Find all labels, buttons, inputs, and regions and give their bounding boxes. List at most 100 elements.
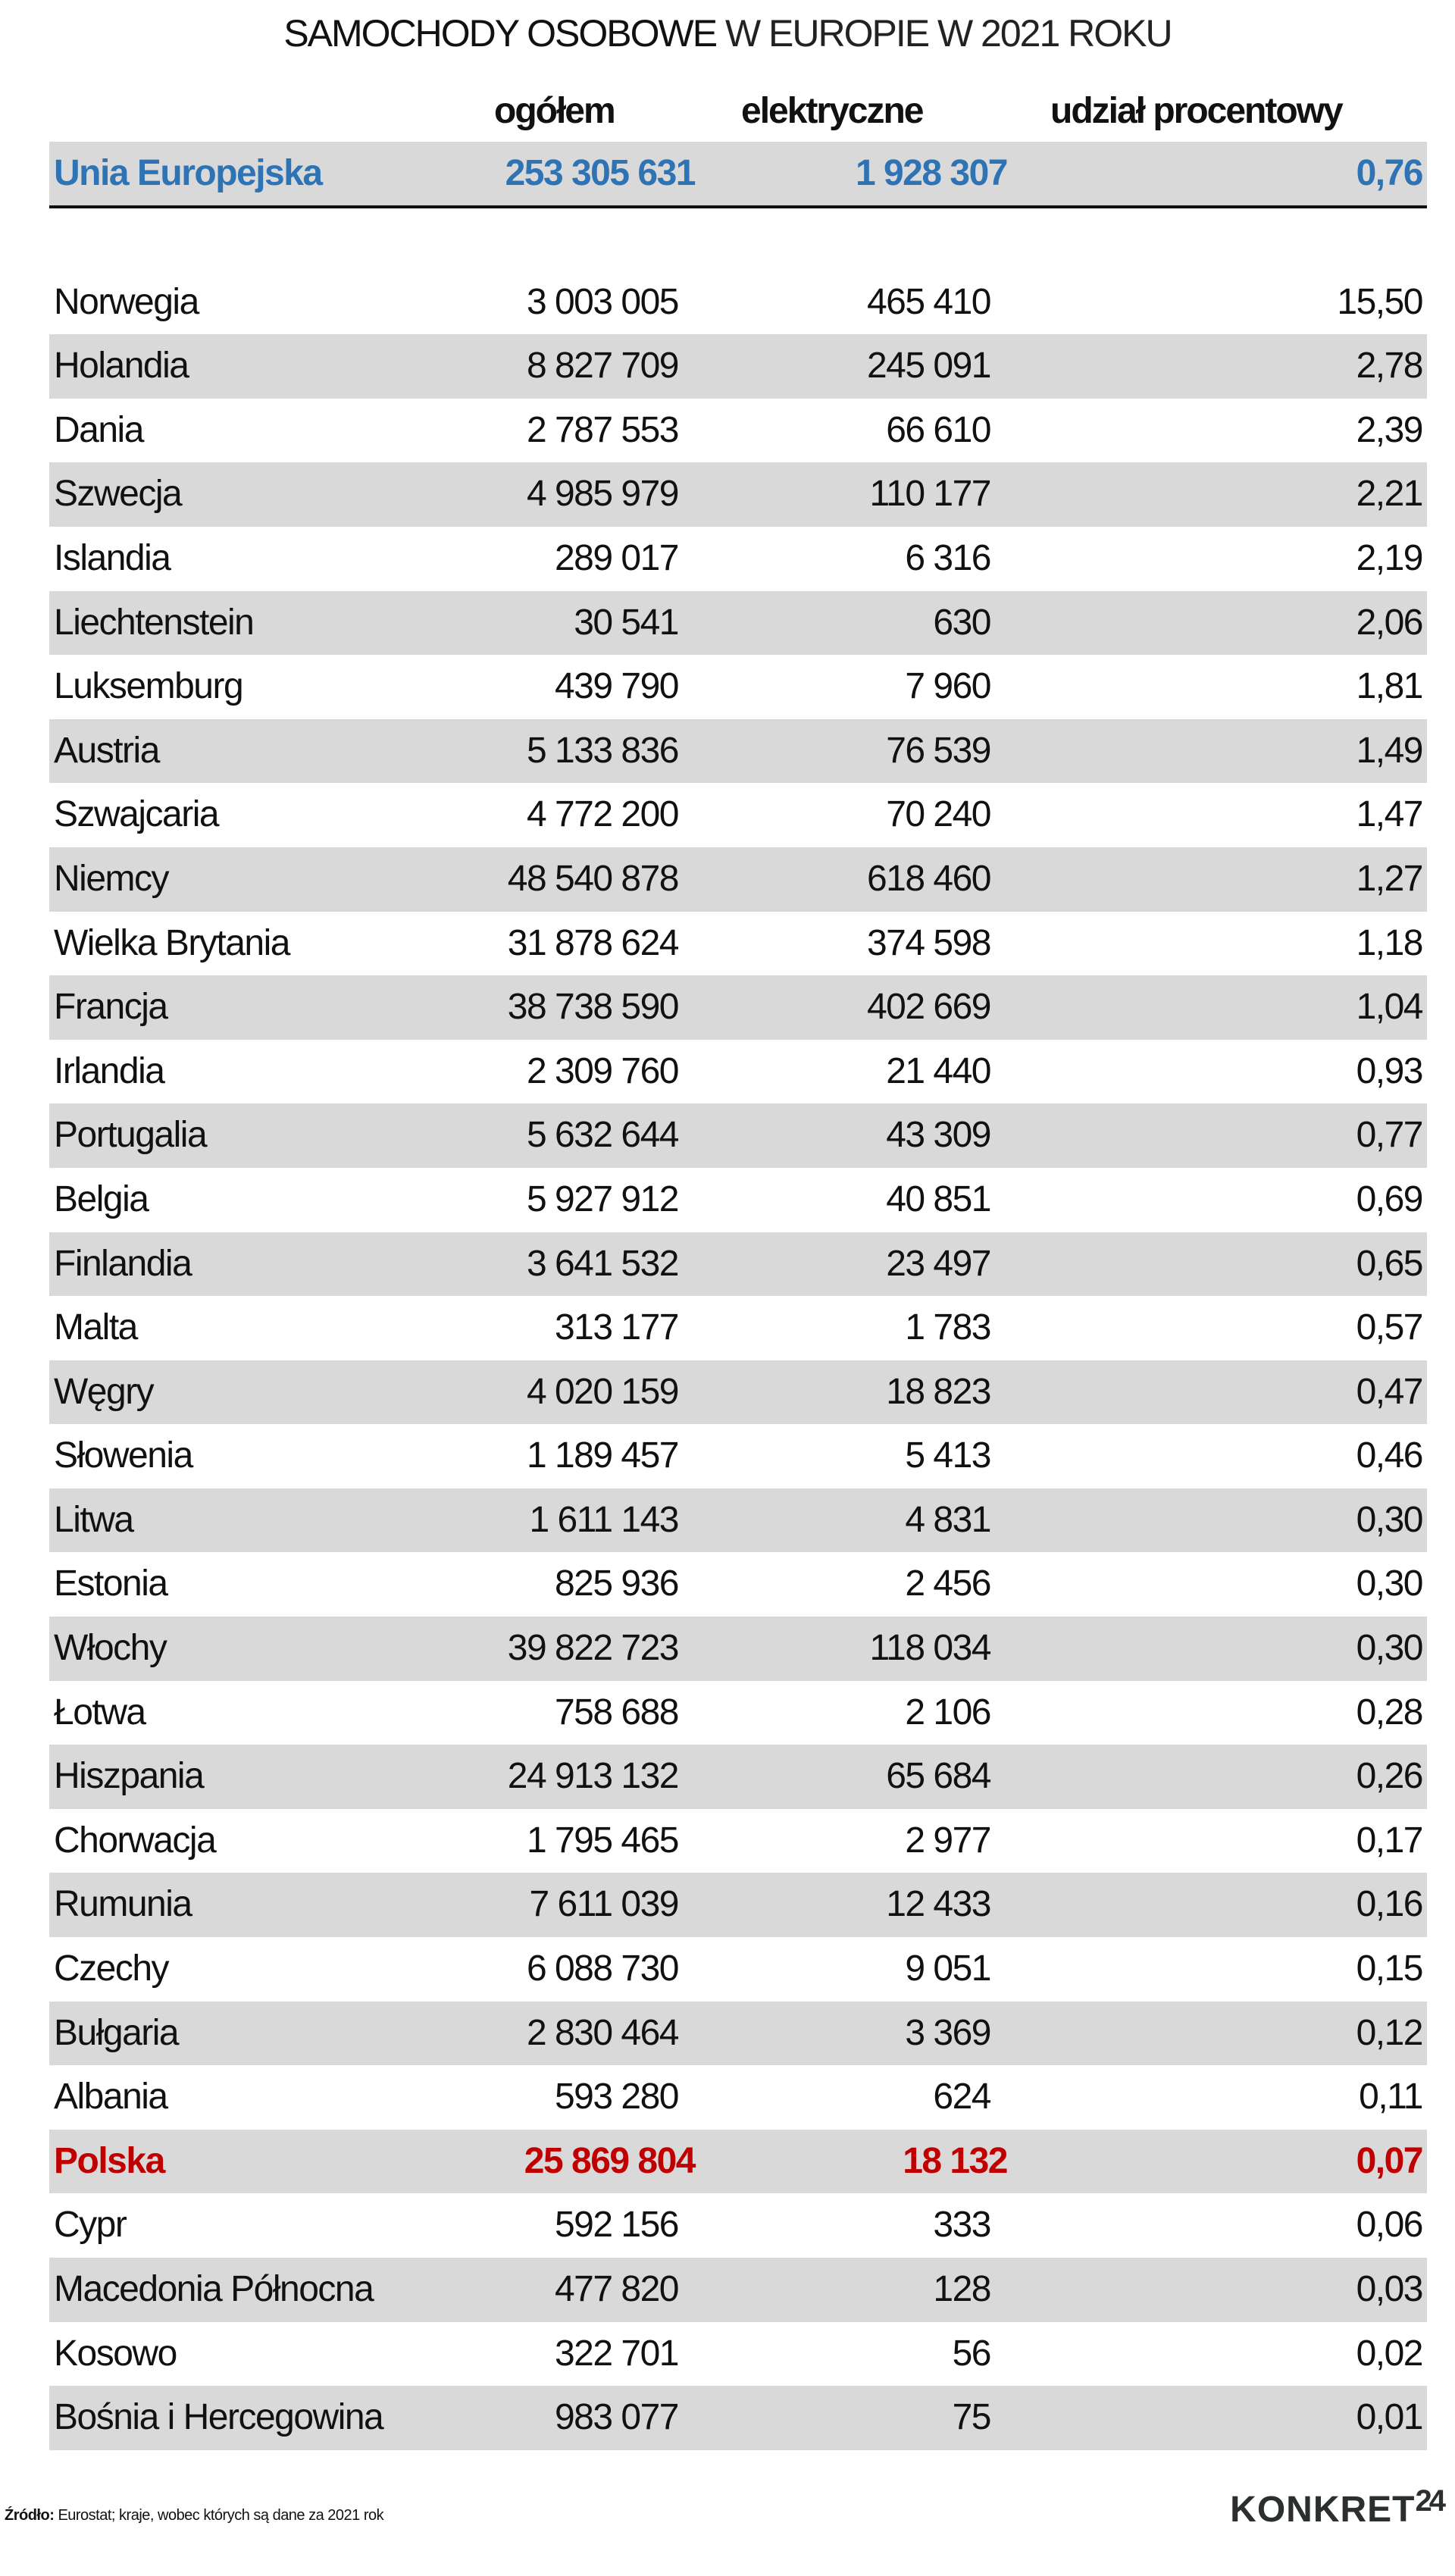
country-name: Niemcy (54, 858, 170, 899)
share-percent: 0,69 (1356, 1178, 1424, 1219)
share-percent: 0,30 (1356, 1563, 1424, 1604)
share-percent: 1,27 (1356, 858, 1424, 899)
table-row: Litwa 1 611 143 4 831 0,30 (49, 1488, 1427, 1553)
electric-cars: 2 977 (905, 1820, 991, 1861)
table-row: Polska 25 869 804 18 132 0,07 (49, 2129, 1427, 2194)
table-row: Słowenia 1 189 457 5 413 0,46 (49, 1424, 1427, 1488)
country-name: Kosowo (54, 2333, 177, 2374)
country-name: Austria (54, 730, 160, 771)
table-row: Chorwacja 1 795 465 2 977 0,17 (49, 1809, 1427, 1873)
share-percent: 2,39 (1356, 409, 1424, 450)
country-name: Łotwa (54, 1692, 146, 1732)
country-name: Szwecja (54, 474, 183, 515)
total-cars: 2 787 553 (526, 409, 680, 450)
table-row: Belgia 5 927 912 40 851 0,69 (49, 1168, 1427, 1232)
total-cars: 8 827 709 (526, 346, 680, 387)
share-percent: 0,47 (1356, 1371, 1424, 1412)
total-cars: 5 632 644 (526, 1115, 680, 1156)
country-name: Norwegia (54, 281, 199, 322)
country-name: Macedonia Północna (54, 2269, 374, 2309)
total-cars: 439 790 (554, 666, 680, 707)
country-name: Szwajcaria (54, 794, 220, 835)
electric-cars: 618 460 (866, 858, 992, 899)
total-cars: 7 611 039 (529, 1884, 680, 1925)
country-name: Słowenia (54, 1435, 193, 1476)
table-row: Austria 5 133 836 76 539 1,49 (49, 718, 1427, 784)
table-row: Czechy 6 088 730 9 051 0,15 (49, 1937, 1427, 2002)
total-cars: 39 822 723 (507, 1628, 680, 1669)
share-percent: 1,81 (1356, 666, 1424, 707)
electric-cars: 6 316 (905, 537, 991, 578)
share-percent: 0,26 (1356, 1756, 1424, 1797)
country-name: Finlandia (54, 1243, 192, 1284)
total-cars: 253 305 631 (505, 153, 696, 193)
total-cars: 48 540 878 (507, 858, 680, 899)
country-rows: Norwegia 3 003 005 465 410 15,50 Holandia 8 8… (49, 271, 1427, 2450)
share-percent: 1,18 (1356, 922, 1424, 963)
electric-cars: 12 433 (886, 1884, 991, 1925)
country-name: Malta (54, 1307, 138, 1348)
electric-cars: 75 (952, 2397, 992, 2438)
source-text: Eurostat; kraje, wobec których są dane z… (58, 2507, 384, 2524)
country-name: Irlandia (54, 1050, 165, 1091)
konkret24-logo: KONKRET24 (1230, 2484, 1446, 2531)
country-name: Holandia (54, 346, 189, 387)
table-row: Szwajcaria 4 772 200 70 240 1,47 (49, 783, 1427, 847)
table-row: Francja 38 738 590 402 669 1,04 (49, 975, 1427, 1040)
table-row: Irlandia 2 309 760 21 440 0,93 (49, 1040, 1427, 1104)
electric-cars: 5 413 (905, 1435, 991, 1476)
electric-cars: 1 783 (905, 1307, 991, 1348)
country-name: Unia Europejska (54, 153, 323, 193)
share-percent: 0,01 (1356, 2397, 1424, 2438)
share-percent: 0,30 (1356, 1499, 1424, 1540)
total-cars: 1 795 465 (526, 1820, 680, 1861)
electric-cars: 7 960 (905, 666, 991, 707)
share-percent: 0,16 (1356, 1884, 1424, 1925)
table-row: Islandia 289 017 6 316 2,19 (49, 527, 1427, 591)
page-title: SAMOCHODY OSOBOWE W EUROPIE W 2021 ROKU (0, 9, 1455, 58)
electric-cars: 624 (933, 2077, 991, 2117)
electric-cars: 4 831 (905, 1499, 991, 1540)
total-cars: 30 541 (574, 602, 679, 643)
electric-cars: 402 669 (866, 987, 992, 1028)
table-row: Holandia 8 827 709 245 091 2,78 (49, 334, 1427, 399)
share-percent: 0,11 (1359, 2077, 1423, 2117)
share-percent: 1,47 (1356, 794, 1424, 835)
total-cars: 3 003 005 (526, 281, 680, 322)
electric-cars: 465 410 (866, 281, 992, 322)
total-cars: 25 869 804 (524, 2140, 696, 2181)
total-cars: 1 189 457 (526, 1435, 680, 1476)
country-name: Dania (54, 409, 144, 450)
country-name: Rumunia (54, 1884, 192, 1925)
share-percent: 2,78 (1356, 346, 1424, 387)
electric-cars: 40 851 (886, 1178, 991, 1219)
table-row: Liechtenstein 30 541 630 2,06 (49, 590, 1427, 656)
share-percent: 0,46 (1356, 1435, 1424, 1476)
electric-cars: 18 823 (886, 1371, 991, 1412)
share-percent: 0,93 (1356, 1050, 1424, 1091)
country-name: Czechy (54, 1948, 170, 1989)
column-header-share: udział procentowy (1050, 91, 1344, 131)
total-cars: 1 611 143 (529, 1499, 680, 1540)
table-row: Niemcy 48 540 878 618 460 1,27 (49, 847, 1427, 912)
total-cars: 5 133 836 (526, 730, 680, 771)
country-name: Bośnia i Hercegowina (54, 2397, 384, 2438)
electric-cars: 21 440 (886, 1050, 991, 1091)
total-cars: 4 772 200 (526, 794, 680, 835)
total-cars: 2 830 464 (526, 2012, 680, 2053)
share-percent: 1,04 (1356, 987, 1424, 1028)
country-name: Cypr (54, 2205, 127, 2246)
table-row: Estonia 825 936 2 456 0,30 (49, 1552, 1427, 1617)
table-row: Rumunia 7 611 039 12 433 0,16 (49, 1873, 1427, 1938)
electric-cars: 333 (933, 2205, 991, 2246)
electric-cars: 2 106 (905, 1692, 991, 1732)
eu-divider (49, 205, 1427, 208)
total-cars: 4 985 979 (526, 474, 680, 515)
data-table: Unia Europejska 253 305 631 1 928 307 0,… (49, 142, 1427, 2450)
share-percent: 0,15 (1356, 1948, 1424, 1989)
total-cars: 24 913 132 (507, 1756, 680, 1797)
share-percent: 0,17 (1356, 1820, 1424, 1861)
country-name: Francja (54, 987, 168, 1028)
eu-summary-row: Unia Europejska 253 305 631 1 928 307 0,… (49, 142, 1427, 206)
electric-cars: 56 (952, 2333, 992, 2374)
